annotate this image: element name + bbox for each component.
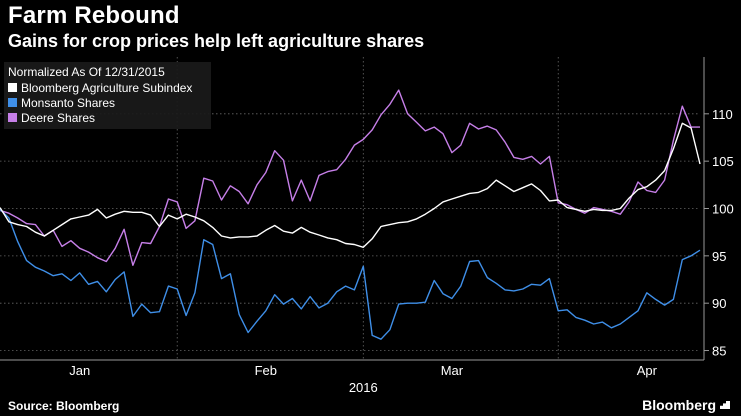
source-note: Source: Bloomberg bbox=[8, 399, 120, 413]
y-tick-label: 90 bbox=[712, 296, 726, 311]
y-tick-label: 105 bbox=[712, 154, 734, 169]
series-line-0 bbox=[0, 122, 701, 249]
legend-swatch bbox=[8, 113, 17, 122]
brand-text: Bloomberg bbox=[642, 397, 716, 413]
chart-title: Farm Rebound bbox=[8, 2, 180, 29]
series-layer bbox=[0, 89, 701, 340]
legend-box bbox=[4, 62, 211, 129]
legend-entry: Monsanto Shares bbox=[21, 96, 115, 110]
y-tick-label: 85 bbox=[712, 344, 726, 359]
legend-swatch bbox=[8, 98, 17, 107]
x-year-label: 2016 bbox=[349, 380, 378, 395]
y-tick-label: 95 bbox=[712, 249, 726, 264]
bloomberg-terminal-icon bbox=[719, 399, 731, 411]
series-line-2 bbox=[0, 89, 700, 266]
y-tick-label: 100 bbox=[712, 202, 734, 217]
legend-entry: Bloomberg Agriculture Subindex bbox=[21, 81, 192, 95]
legend-swatch bbox=[8, 83, 17, 92]
axis-layer: 85 90 95 100 105 110 Jan Feb Mar Apr 2016 bbox=[0, 57, 734, 395]
series-line-1 bbox=[0, 208, 701, 340]
x-tick-label: Apr bbox=[637, 363, 658, 378]
x-tick-label: Feb bbox=[255, 363, 277, 378]
legend-entry: Deere Shares bbox=[21, 111, 95, 125]
legend-title: Normalized As Of 12/31/2015 bbox=[8, 65, 165, 79]
y-tick-label: 110 bbox=[712, 107, 733, 122]
legend: Normalized As Of 12/31/2015 Bloomberg Agr… bbox=[4, 62, 211, 129]
chart-subtitle: Gains for crop prices help left agricult… bbox=[8, 31, 425, 51]
brand-logo: Bloomberg bbox=[642, 397, 731, 413]
x-tick-label: Mar bbox=[441, 363, 464, 378]
x-tick-label: Jan bbox=[69, 363, 90, 378]
